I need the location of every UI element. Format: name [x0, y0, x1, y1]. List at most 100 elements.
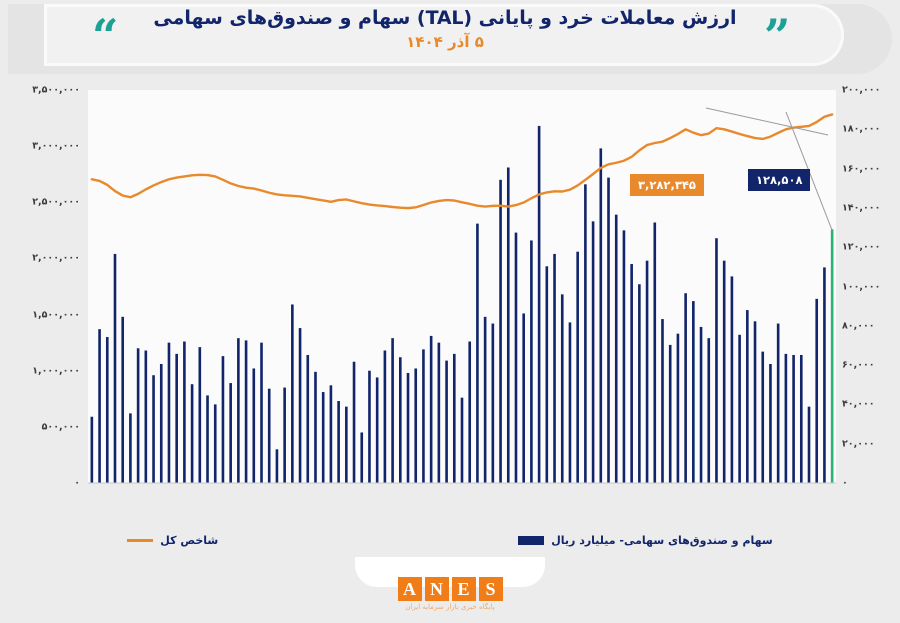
bar: [499, 179, 502, 483]
bar: [676, 333, 680, 483]
bar: [661, 319, 664, 483]
logo-letter-a: A: [397, 577, 422, 601]
bar: [668, 344, 672, 483]
bar: [753, 321, 757, 483]
bar: [607, 177, 610, 483]
bar: [360, 432, 364, 483]
legend-item-bars: سهام و صندوق‌های سهامی- میلیارد ریال: [518, 533, 773, 547]
bar: [638, 284, 641, 483]
bar: [383, 350, 387, 483]
bar: [159, 363, 163, 483]
left-axis: ۰ ۵۰۰,۰۰۰ ۱,۰۰۰,۰۰۰ ۱,۵۰۰,۰۰۰ ۲,۰۰۰,۰۰۰ ۲,۵۰۰…: [0, 78, 900, 523]
bar: [144, 350, 148, 483]
bar: [553, 253, 556, 483]
bar: [314, 371, 317, 483]
bar: [599, 148, 603, 483]
bar: [715, 238, 718, 483]
bar: [267, 388, 271, 483]
logo-letter-n: N: [424, 577, 449, 601]
right-axis-tick: ۴۰,۰۰۰: [842, 398, 875, 410]
right-axis-tick: ۸۰,۰۰۰: [842, 320, 875, 332]
header-card-inner: [44, 4, 844, 66]
bar: [368, 370, 371, 483]
bar: [692, 301, 695, 483]
bar: [769, 363, 772, 483]
bar: [306, 354, 310, 483]
logo-letter-s: S: [478, 577, 503, 601]
bar: [645, 260, 649, 483]
bar: [375, 377, 379, 483]
bar: [815, 298, 819, 483]
bar: [136, 348, 140, 483]
right-axis-tick: ۶۰,۰۰۰: [842, 359, 875, 371]
bar: [229, 383, 232, 483]
bar: [614, 214, 618, 483]
bar: [653, 222, 657, 483]
bar: [206, 395, 209, 483]
bar: [175, 353, 178, 483]
legend-bars-label: سهام و صندوق‌های سهامی- میلیارد ریال: [551, 533, 773, 547]
left-axis-tick: ۱,۰۰۰,۰۰۰: [32, 365, 80, 377]
bar: [129, 413, 132, 483]
bar: [337, 401, 340, 483]
bar: [792, 354, 795, 483]
bar: [90, 416, 94, 483]
index-line: [90, 113, 834, 210]
bar: [468, 341, 472, 483]
right-axis-tick: ۲۰,۰۰۰: [842, 438, 875, 450]
right-axis-tick: ۱۲۰,۰۰۰: [842, 241, 881, 253]
header-band: “ ” ارزش معاملات خرد و پایانی (TAL) سهام…: [0, 0, 900, 78]
bar: [576, 251, 579, 483]
bar: [198, 347, 202, 483]
logo-subtitle: پایگاه خبری بازار سرمایه ایران: [405, 603, 495, 611]
chart-canvas: [88, 90, 836, 484]
bar: [591, 221, 595, 483]
bar: [221, 356, 225, 483]
legend-line-label: شاخص کل: [160, 533, 219, 547]
bar: [738, 334, 741, 483]
bar: [823, 267, 826, 483]
bar: [722, 260, 726, 483]
footer-notch: [355, 557, 545, 587]
index-callout-badge: ۳,۲۸۲,۳۴۵: [630, 174, 704, 196]
left-axis-tick: ۱,۵۰۰,۰۰۰: [32, 309, 80, 321]
bar: [352, 361, 356, 483]
bar: [776, 323, 780, 483]
bar: [321, 392, 325, 483]
bar: [530, 240, 533, 483]
bar: [522, 313, 525, 483]
bar: [537, 125, 541, 484]
bar: [298, 328, 302, 483]
chart-legend: سهام و صندوق‌های سهامی- میلیارد ریال شاخ…: [0, 523, 900, 557]
bar: [406, 372, 410, 483]
index-callout-leader: [705, 107, 829, 136]
bar: [183, 341, 186, 483]
right-axis-tick: ۱۶۰,۰۰۰: [842, 163, 881, 175]
right-axis-tick: ۱۸۰,۰۰۰: [842, 123, 881, 135]
bar: [476, 223, 479, 483]
bar: [399, 357, 402, 483]
bar: [190, 384, 194, 483]
bar: [429, 335, 433, 483]
bar: [345, 406, 348, 483]
legend-item-line: شاخص کل: [127, 534, 218, 547]
page-title: ارزش معاملات خرد و پایانی (TAL) سهام و ص…: [153, 7, 737, 29]
left-axis-tick: ۲,۵۰۰,۰۰۰: [32, 196, 80, 208]
bar: [622, 230, 626, 483]
bar: [761, 351, 765, 483]
bar: [105, 337, 109, 483]
bar: [275, 449, 279, 483]
bar: [452, 353, 456, 483]
bar: [483, 316, 487, 483]
bar: [630, 264, 633, 483]
bar: [460, 397, 464, 483]
bar: [437, 342, 441, 483]
bar: [283, 387, 286, 483]
legend-line-swatch-icon: [127, 538, 154, 542]
bar: [730, 276, 734, 483]
left-axis-tick: ۰: [74, 477, 80, 489]
bar: [568, 322, 572, 483]
